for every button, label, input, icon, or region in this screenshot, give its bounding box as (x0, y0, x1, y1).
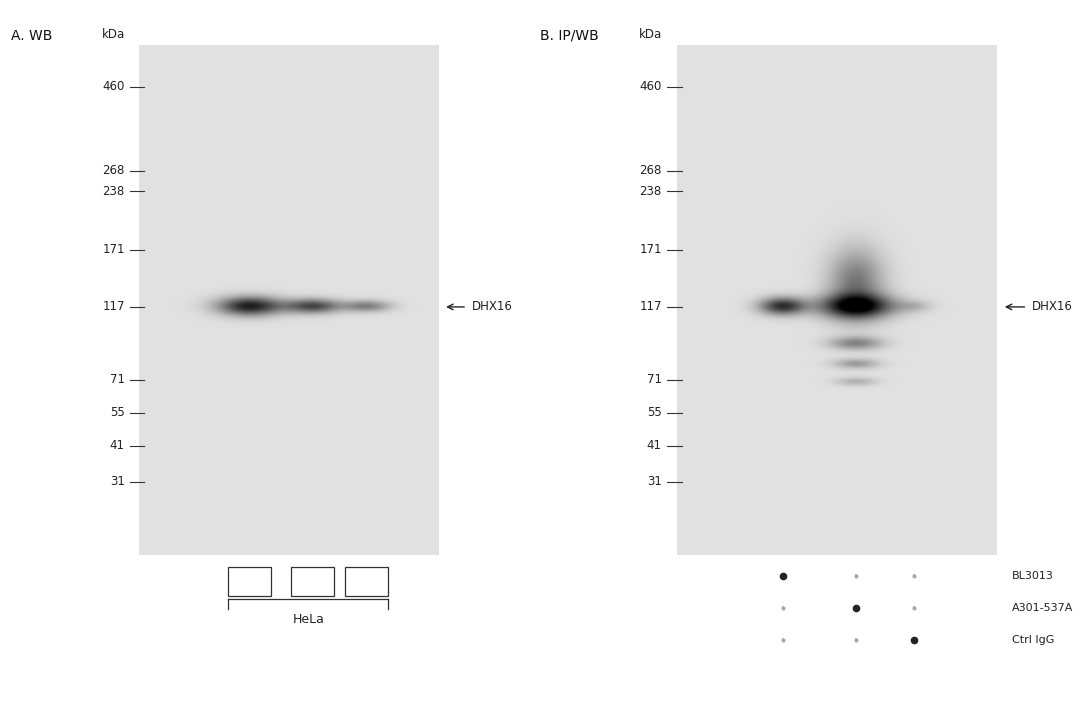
Text: 41: 41 (110, 440, 125, 453)
Text: 171: 171 (639, 243, 662, 256)
Bar (292, 567, 334, 596)
Text: DHX16: DHX16 (1032, 301, 1074, 313)
Text: 117: 117 (639, 301, 662, 313)
Text: 31: 31 (110, 475, 125, 488)
Text: HeLa: HeLa (293, 613, 324, 626)
Text: 55: 55 (110, 406, 125, 419)
Text: A. WB: A. WB (11, 29, 52, 43)
Text: kDa: kDa (102, 28, 125, 41)
Text: •: • (912, 573, 916, 579)
Text: B. IP/WB: B. IP/WB (540, 29, 598, 43)
Text: BL3013: BL3013 (1012, 571, 1054, 581)
Text: 460: 460 (103, 81, 125, 94)
Text: •: • (781, 638, 784, 643)
Text: 268: 268 (639, 164, 662, 177)
Text: 460: 460 (639, 81, 662, 94)
Text: kDa: kDa (638, 28, 662, 41)
Text: Ctrl IgG: Ctrl IgG (1012, 635, 1054, 645)
Text: 31: 31 (647, 475, 662, 488)
Text: 117: 117 (103, 301, 125, 313)
Text: 71: 71 (647, 373, 662, 386)
Text: •: • (854, 638, 859, 643)
Text: 5: 5 (363, 575, 370, 588)
Text: 15: 15 (306, 575, 320, 588)
Text: 71: 71 (110, 373, 125, 386)
Text: 238: 238 (103, 185, 125, 198)
Text: 55: 55 (647, 406, 662, 419)
Text: DHX16: DHX16 (472, 301, 513, 313)
Bar (229, 567, 271, 596)
Text: •: • (781, 605, 784, 611)
Text: 238: 238 (639, 185, 662, 198)
Bar (346, 567, 388, 596)
Text: •: • (854, 573, 859, 579)
Text: 41: 41 (647, 440, 662, 453)
Text: 268: 268 (103, 164, 125, 177)
Bar (139, 46, 438, 555)
Text: 50: 50 (243, 575, 257, 588)
Text: A301-537A: A301-537A (1012, 603, 1074, 613)
Bar (677, 46, 997, 555)
Text: 171: 171 (103, 243, 125, 256)
Text: •: • (912, 605, 916, 611)
